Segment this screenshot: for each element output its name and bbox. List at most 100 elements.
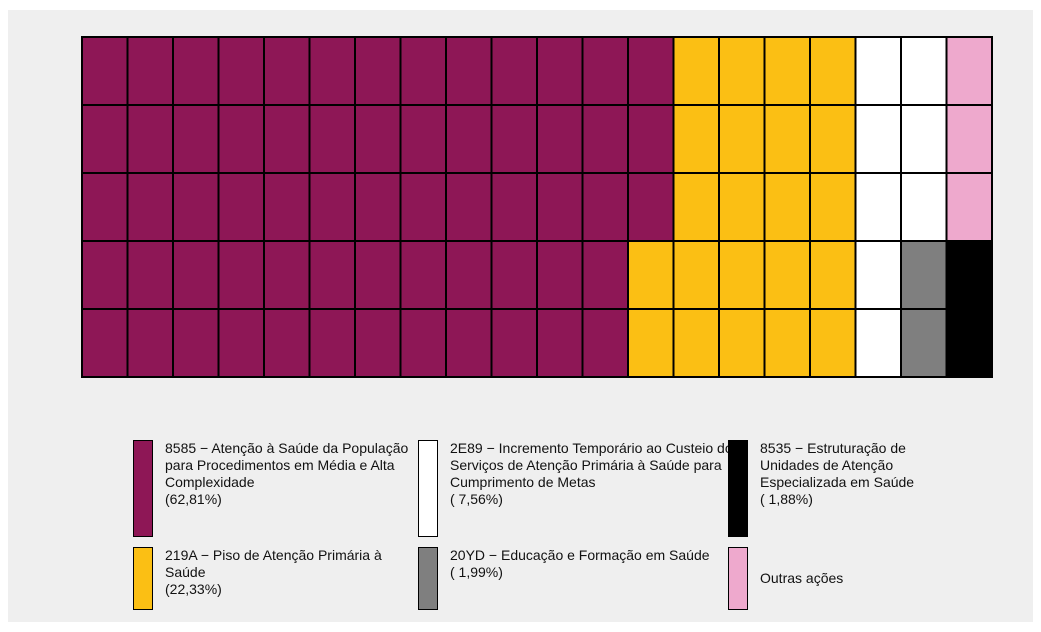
waffle-cell [217,308,265,378]
waffle-cell [490,36,538,106]
waffle-cell [763,308,811,378]
waffle-cell [445,36,493,106]
waffle-cell [718,172,766,242]
waffle-cell [81,104,129,174]
waffle-cell [308,308,356,378]
waffle-cell [809,172,857,242]
waffle-cell [354,172,402,242]
waffle-cell [217,36,265,106]
legend-label: 2E89 − Incremento Temporário ao Custeio … [450,440,740,490]
legend-label: 219A − Piso de Atenção Primária à Saúde [165,547,382,580]
waffle-cell [399,240,447,310]
waffle-cell [490,104,538,174]
waffle-cell [126,36,174,106]
legend-text: 219A − Piso de Atenção Primária à Saúde(… [165,547,415,598]
legend-label: 8585 − Atenção à Saúde da População para… [165,440,409,490]
waffle-cell [445,240,493,310]
waffle-cell [217,172,265,242]
waffle-cell [945,308,993,378]
waffle-cell [490,308,538,378]
waffle-cell [217,104,265,174]
waffle-cell [854,308,902,378]
waffle-cell [809,36,857,106]
waffle-cell [945,36,993,106]
chart-area: 8585 − Atenção à Saúde da População para… [8,10,1033,622]
legend-item: 2E89 − Incremento Temporário ao Custeio … [418,440,740,537]
waffle-cell [490,240,538,310]
waffle-cell [172,308,220,378]
waffle-cell [900,36,948,106]
waffle-cell [854,172,902,242]
waffle-cell [445,104,493,174]
waffle-cell [854,240,902,310]
legend-value: ( 7,56%) [450,491,503,507]
waffle-cell [718,36,766,106]
legend-swatch [133,440,153,537]
waffle-cell [763,104,811,174]
waffle-cell [581,36,629,106]
waffle-cell [763,240,811,310]
waffle-cell [354,240,402,310]
legend-item: Outras ações [728,547,960,610]
legend-value: (22,33%) [165,581,222,597]
waffle-cell [536,308,584,378]
waffle-cell [126,104,174,174]
waffle-cell [536,240,584,310]
waffle-cell [172,36,220,106]
waffle-cell [854,104,902,174]
waffle-cell [945,104,993,174]
legend-text: 20YD − Educação e Formação em Saúde( 1,9… [450,547,740,581]
waffle-cell [354,308,402,378]
legend-label: 20YD − Educação e Formação em Saúde [450,547,710,563]
legend-swatch [418,440,438,537]
waffle-cell [627,172,675,242]
legend-value: ( 1,88%) [760,491,813,507]
legend-label: Outras ações [760,569,844,586]
waffle-cell [763,36,811,106]
waffle-cell [536,104,584,174]
waffle-cell [445,172,493,242]
waffle-cell [672,308,720,378]
waffle-cell [900,104,948,174]
waffle-cell [809,104,857,174]
waffle [81,36,993,378]
waffle-cell [490,172,538,242]
waffle-cell [718,308,766,378]
legend-item: 20YD − Educação e Formação em Saúde( 1,9… [418,547,740,610]
waffle-cell [581,104,629,174]
waffle-cell [536,172,584,242]
waffle-cell [900,240,948,310]
waffle-cell [354,36,402,106]
waffle-cell [172,240,220,310]
waffle-cell [308,104,356,174]
waffle-cell [672,172,720,242]
legend-swatch [728,547,748,610]
waffle-cell [308,240,356,310]
waffle-cell [308,36,356,106]
legend-value: (62,81%) [165,491,222,507]
waffle-cell [900,308,948,378]
legend-item: 219A − Piso de Atenção Primária à Saúde(… [133,547,415,610]
legend-text: 8535 − Estruturação de Unidades de Atenç… [760,440,960,508]
waffle-cell [445,308,493,378]
legend-value: ( 1,99%) [450,564,503,580]
legend-text: Outras ações [760,570,960,587]
waffle-cell [718,104,766,174]
waffle-cell [672,104,720,174]
waffle-cell [945,240,993,310]
waffle-cell [172,104,220,174]
waffle-cell [308,172,356,242]
waffle-cell [627,36,675,106]
waffle-cell [399,308,447,378]
legend-swatch [133,547,153,610]
waffle-cell [854,36,902,106]
waffle-cell [763,172,811,242]
waffle-cell [581,308,629,378]
waffle-cell [809,240,857,310]
waffle-cell [126,240,174,310]
legend-text: 8585 − Atenção à Saúde da População para… [165,440,415,508]
waffle-cell [627,308,675,378]
legend-label: 8535 − Estruturação de Unidades de Atenç… [760,440,915,490]
waffle-cell [217,240,265,310]
waffle-cell [399,104,447,174]
